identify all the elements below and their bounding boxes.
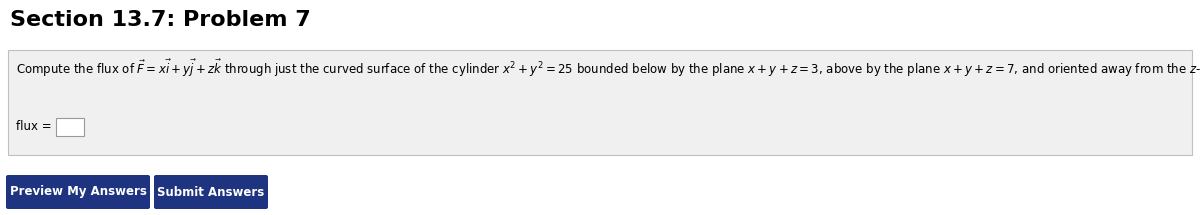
Text: Section 13.7: Problem 7: Section 13.7: Problem 7 bbox=[10, 10, 311, 30]
FancyBboxPatch shape bbox=[56, 118, 84, 136]
Text: Submit Answers: Submit Answers bbox=[157, 186, 265, 198]
Text: flux =: flux = bbox=[16, 120, 52, 134]
FancyBboxPatch shape bbox=[154, 175, 268, 209]
FancyBboxPatch shape bbox=[6, 175, 150, 209]
Text: Compute the flux of $\vec{F} = x\vec{i} + y\vec{j} + z\vec{k}$ through just the : Compute the flux of $\vec{F} = x\vec{i} … bbox=[16, 58, 1200, 79]
Text: Preview My Answers: Preview My Answers bbox=[10, 186, 146, 198]
FancyBboxPatch shape bbox=[8, 50, 1192, 155]
